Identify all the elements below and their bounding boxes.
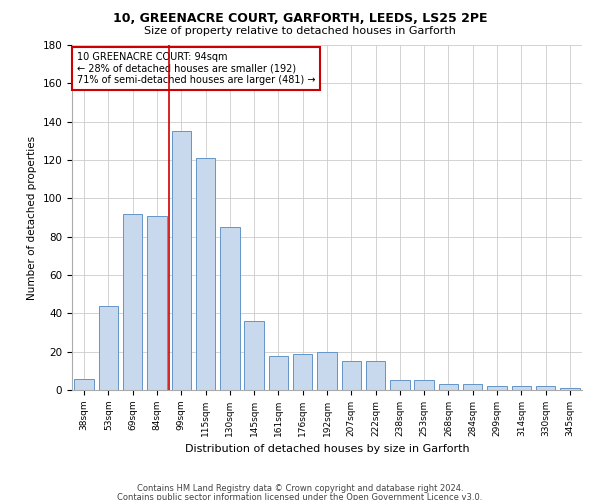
Bar xyxy=(293,354,313,390)
Text: Size of property relative to detached houses in Garforth: Size of property relative to detached ho… xyxy=(144,26,456,36)
Bar xyxy=(244,321,264,390)
Text: 10, GREENACRE COURT, GARFORTH, LEEDS, LS25 2PE: 10, GREENACRE COURT, GARFORTH, LEEDS, LS… xyxy=(113,12,487,26)
Bar xyxy=(415,380,434,390)
Bar xyxy=(536,386,555,390)
Bar xyxy=(172,131,191,390)
Bar xyxy=(366,361,385,390)
Bar xyxy=(147,216,167,390)
Bar xyxy=(512,386,531,390)
Bar xyxy=(439,384,458,390)
Y-axis label: Number of detached properties: Number of detached properties xyxy=(27,136,37,300)
Bar xyxy=(317,352,337,390)
Bar xyxy=(74,378,94,390)
Bar xyxy=(123,214,142,390)
Text: Contains public sector information licensed under the Open Government Licence v3: Contains public sector information licen… xyxy=(118,493,482,500)
Bar xyxy=(463,384,482,390)
Bar xyxy=(220,227,239,390)
Bar xyxy=(560,388,580,390)
Bar xyxy=(99,306,118,390)
X-axis label: Distribution of detached houses by size in Garforth: Distribution of detached houses by size … xyxy=(185,444,469,454)
Bar xyxy=(196,158,215,390)
Text: 10 GREENACRE COURT: 94sqm
← 28% of detached houses are smaller (192)
71% of semi: 10 GREENACRE COURT: 94sqm ← 28% of detac… xyxy=(77,52,316,85)
Bar xyxy=(390,380,410,390)
Bar xyxy=(341,361,361,390)
Text: Contains HM Land Registry data © Crown copyright and database right 2024.: Contains HM Land Registry data © Crown c… xyxy=(137,484,463,493)
Bar xyxy=(269,356,288,390)
Bar xyxy=(487,386,507,390)
